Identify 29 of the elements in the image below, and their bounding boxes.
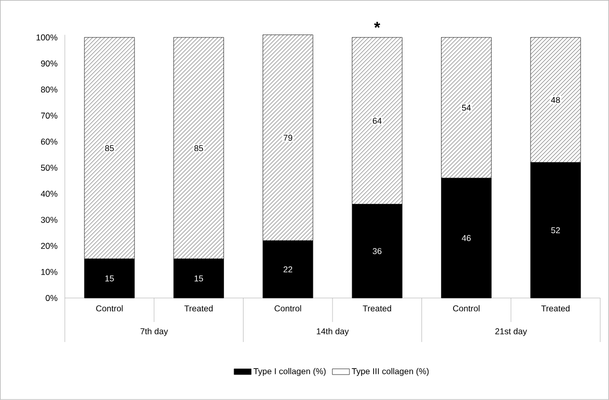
y-tick-label: 40% (40, 190, 58, 197)
y-tick-label: 10% (41, 268, 58, 276)
y-tick-label: 90% (41, 60, 58, 67)
y-tick-label: 0% (46, 295, 58, 302)
y-tick-label: 80% (41, 86, 58, 93)
x-tick-label: Control (453, 305, 480, 312)
x-tick-label: Treated (184, 305, 213, 312)
data-label: 52 (551, 227, 560, 234)
legend-label: Type I collagen (%) (254, 368, 326, 376)
y-tick-label: 100% (36, 34, 58, 40)
x-tick-label: Treated (541, 305, 570, 312)
x-tick-label: Treated (362, 305, 392, 312)
text: 21st day (495, 328, 528, 336)
text: 7th day (140, 328, 168, 336)
y-tick-label: 60% (41, 138, 58, 145)
text: 14th day (316, 328, 349, 336)
y-tick-label: 50% (40, 164, 58, 171)
legend-label: Type III collagen (%) (352, 368, 429, 376)
data-label: 15 (194, 276, 204, 282)
x-tick-label: Control (274, 305, 302, 312)
x-tick-label: Control (96, 305, 123, 312)
data-label: 22 (284, 266, 292, 272)
y-tick-label: 30% (40, 216, 58, 223)
data-label: 46 (462, 235, 471, 242)
data-label: 36 (372, 248, 382, 254)
data-label: 15 (105, 276, 114, 282)
y-tick-label: 70% (41, 112, 58, 119)
y-tick-label: 20% (41, 242, 58, 249)
annotation: * (374, 22, 380, 28)
